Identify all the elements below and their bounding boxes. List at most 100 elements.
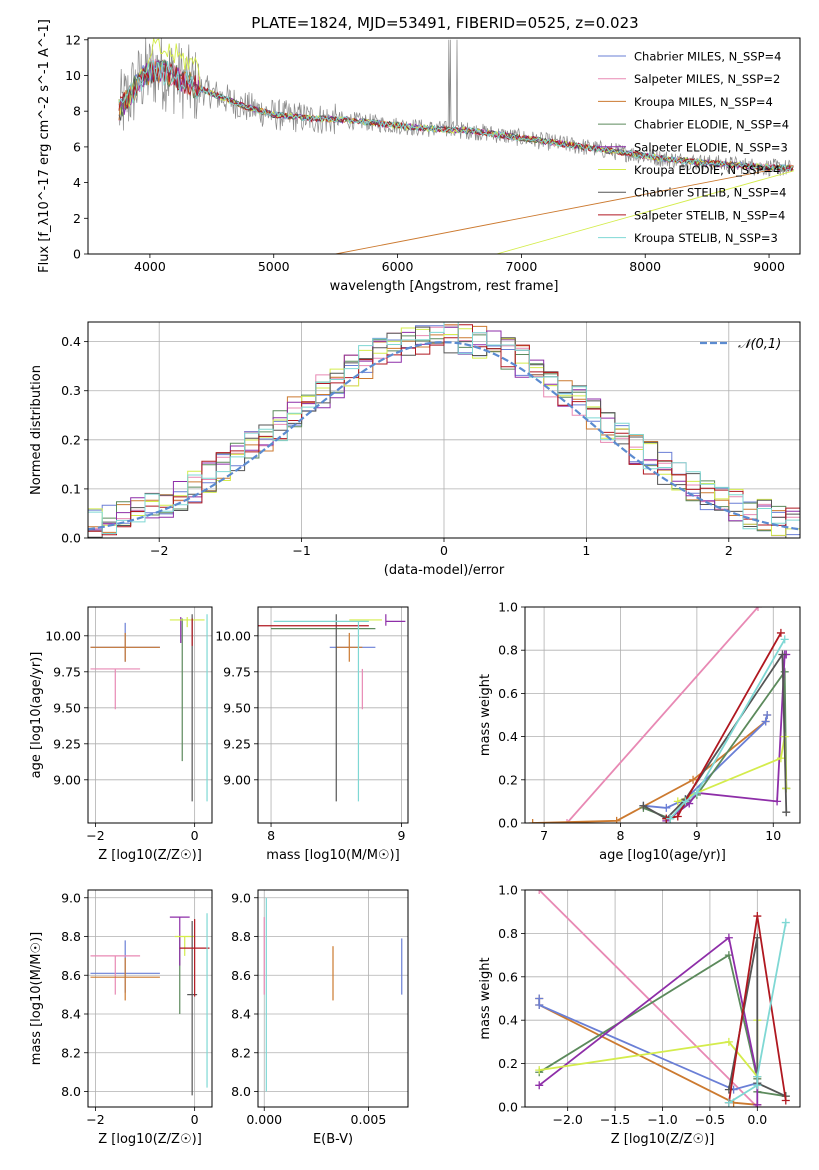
x-tick-label: 9 xyxy=(693,828,701,843)
weight-marker-kroupa_elodie xyxy=(724,1037,733,1046)
legend-entry: Salpeter STELIB, N_SSP=4 xyxy=(634,208,785,222)
spectrum-panel: 4000 5000 6000 7000 8000 9000 0 2 4 6 8 10 12 wavelen… xyxy=(37,19,801,294)
weight-line-kroupa_stelib xyxy=(728,922,787,1104)
x-tick-label: 7000 xyxy=(505,259,537,274)
legend-entry: Chabrier ELODIE, N_SSP=4 xyxy=(634,118,789,132)
weight-marker-salpeter_stelib xyxy=(753,912,762,921)
residual-histogram-chabrier_stelib xyxy=(88,326,800,538)
weight-marker-chabrier_stelib xyxy=(639,801,648,810)
legend-entry: Kroupa ELODIE, N_SSP=4 xyxy=(634,163,780,177)
y-tick-label: 0.0 xyxy=(61,531,81,546)
weight-marker-kroupa_miles xyxy=(528,819,537,823)
axes-frame xyxy=(87,606,213,824)
x-tick-label: −2.0 xyxy=(552,1112,582,1127)
weight-line-salpeter_stelib xyxy=(666,632,782,820)
x-tick-label: −2 xyxy=(86,1112,104,1127)
weight-marker-kroupa_stelib xyxy=(681,797,690,806)
x-tick-label: −1 xyxy=(292,543,310,558)
residual-histogram-salpeter_stelib xyxy=(88,324,800,536)
x-tick-label: 0 xyxy=(440,543,448,558)
model-spectrum-kroupa_stelib xyxy=(118,60,794,172)
weight-line-kroupa_elodie xyxy=(539,1020,759,1080)
y-axis-label: Normed distribution xyxy=(29,365,44,495)
age-vs-mass-panel: 8 9 9.00 9.25 9.50 9.75 10.00 mass [log10(M/M☉)… xyxy=(215,606,409,863)
y-tick-label: 9.00 xyxy=(53,772,81,787)
mass_vs_Z-plot-area xyxy=(88,890,212,1107)
axes-frame xyxy=(87,889,213,1108)
y-tick-label: 8.0 xyxy=(231,1084,251,1099)
x-tick-label: 0 xyxy=(191,1112,199,1127)
y-tick-label: 0.1 xyxy=(61,481,81,496)
x-tick-label: 8 xyxy=(267,828,275,843)
legend-entry: Chabrier STELIB, N_SSP=4 xyxy=(634,186,786,200)
axes-frame xyxy=(257,889,409,1108)
weight-marker-kroupa_stelib xyxy=(753,1081,762,1090)
y-tick-label: 9.25 xyxy=(53,736,81,751)
weight-marker-chabrier_miles xyxy=(761,717,770,726)
weight-marker-chabrier_stelib xyxy=(782,808,791,817)
y-tick-label: 2 xyxy=(73,211,81,226)
age_vs_mass-plot-area xyxy=(258,607,408,823)
x-axis-label: wavelength [Angstrom, rest frame] xyxy=(330,279,559,294)
x-tick-label: 0.000 xyxy=(246,1112,282,1127)
weight_vs_Z-plot-area xyxy=(525,890,800,1107)
y-tick-label: 9.75 xyxy=(53,664,81,679)
weight-marker-salpeter_miles xyxy=(563,819,572,823)
x-tick-label: 1 xyxy=(582,543,590,558)
x-axis-label: E(B-V) xyxy=(313,1132,353,1147)
y-tick-label: 0.4 xyxy=(498,1013,518,1028)
axes-frame xyxy=(87,37,801,255)
y-tick-label: 0.4 xyxy=(498,729,518,744)
legend-entry: Chabrier MILES, N_SSP=4 xyxy=(634,50,781,64)
y-tick-label: 8.8 xyxy=(231,929,251,944)
weight-vs-age-panel: 7 8 9 10 0.0 0.2 0.4 0.6 0.8 1.0 age [log10(age/yr… xyxy=(478,600,801,863)
weight-marker-salpeter_elodie xyxy=(724,933,733,942)
y-tick-label: 8 xyxy=(73,104,81,119)
axes-frame xyxy=(87,321,801,539)
y-tick-label: 9.50 xyxy=(53,700,81,715)
weight-marker-chabrier_stelib xyxy=(778,650,787,659)
y-tick-label: 0.4 xyxy=(61,334,81,349)
weight-marker-chabrier_miles xyxy=(662,803,671,812)
x-tick-label: 2 xyxy=(725,543,733,558)
y-tick-label: 9.0 xyxy=(231,890,251,905)
y-axis-label: age [log10(age/yr)] xyxy=(29,652,44,779)
residual-histogram-kroupa_stelib xyxy=(88,322,800,534)
weight-marker-salpeter_stelib xyxy=(781,1096,790,1105)
y-tick-label: 9.0 xyxy=(61,890,81,905)
legend-entry: 𝒩(0,1) xyxy=(738,337,781,352)
y-tick-label: 8.8 xyxy=(61,929,81,944)
axes-frame xyxy=(257,606,409,824)
weight-line-chabrier_miles xyxy=(538,998,758,1091)
weight-marker-kroupa_stelib xyxy=(780,635,789,644)
x-tick-label: 4000 xyxy=(134,259,166,274)
x-tick-label: 9000 xyxy=(753,259,785,274)
age-vs-metallicity-panel: −2 0 9.00 9.25 9.50 9.75 10.00 Z [log10(Z/Z☉)] a… xyxy=(29,606,213,863)
residuals-plot-area xyxy=(88,322,800,538)
weight-vs-metallicity-panel: −2.0 −1.5 −1.0 −0.5 0.0 0.0 0.2 0.4 0.6 0.8 1.0 Z [… xyxy=(478,883,801,1147)
y-tick-label: 0.8 xyxy=(498,926,518,941)
y-tick-label: 0.3 xyxy=(61,383,81,398)
y-tick-label: 8.4 xyxy=(231,1007,251,1022)
weight-marker-salpeter_stelib xyxy=(776,628,785,637)
x-tick-label: −2 xyxy=(86,828,104,843)
mass-vs-ebv-panel: 0.000 0.005 8.0 8.2 8.4 8.6 8.8 9.0 E(B-V) xyxy=(231,889,409,1147)
legend-entry: Kroupa STELIB, N_SSP=3 xyxy=(634,231,778,245)
y-tick-label: 1.0 xyxy=(498,883,518,898)
residuals-panel: −2 −1 0 1 2 0.0 0.1 0.2 0.3 0.4 (data-model)/error… xyxy=(29,321,801,578)
weight-marker-kroupa_stelib xyxy=(753,1072,762,1081)
weight-marker-kroupa_elodie xyxy=(776,754,785,763)
x-tick-label: 9 xyxy=(398,828,406,843)
weight-marker-salpeter_miles xyxy=(535,890,544,894)
x-axis-label: (data-model)/error xyxy=(384,563,505,578)
x-tick-label: −0.5 xyxy=(695,1112,725,1127)
x-tick-label: −1.0 xyxy=(647,1112,677,1127)
y-tick-label: 8.2 xyxy=(231,1045,251,1060)
x-tick-label: 0 xyxy=(191,828,199,843)
y-tick-label: 0.6 xyxy=(498,686,518,701)
mass-vs-metallicity-panel: −2 0 8.0 8.2 8.4 8.6 8.8 9.0 Z [log10(Z/Z☉)] mass… xyxy=(29,889,213,1147)
weight-marker-salpeter_stelib xyxy=(673,812,682,821)
legend-entry: Salpeter MILES, N_SSP=2 xyxy=(634,72,780,86)
y-tick-label: 10.00 xyxy=(215,628,251,643)
weight-marker-kroupa_miles xyxy=(612,816,621,823)
